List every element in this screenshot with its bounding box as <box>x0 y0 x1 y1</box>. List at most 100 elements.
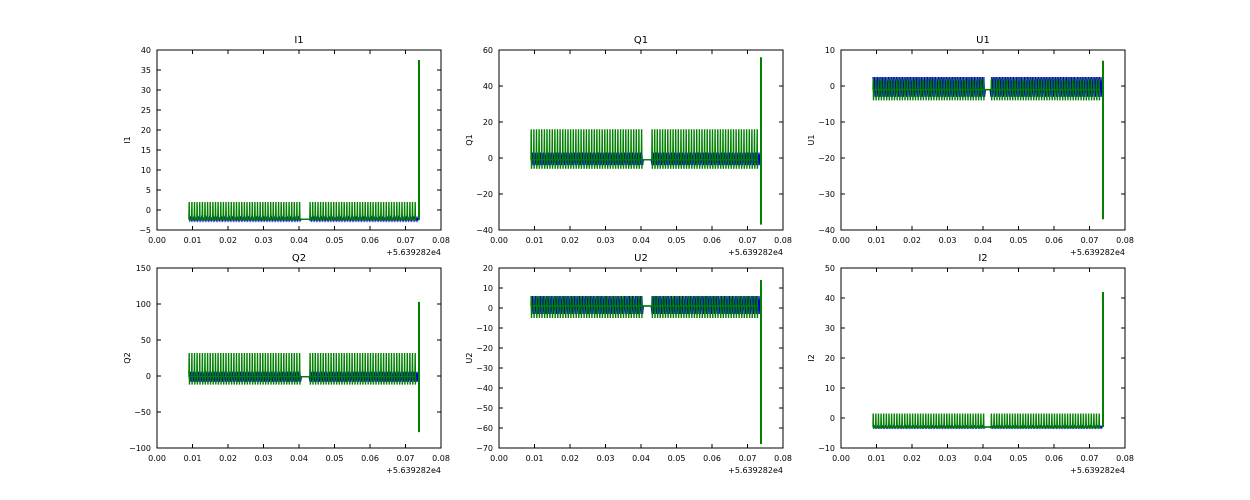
y-tick-label: 40 <box>825 294 835 303</box>
y-tick-label: 10 <box>483 284 493 293</box>
y-tick-label: −50 <box>134 408 151 417</box>
y-tick-label: 0 <box>488 154 493 163</box>
x-tick-label: 0.08 <box>774 236 792 245</box>
x-tick-label: 0.02 <box>561 236 579 245</box>
y-tick-label: 30 <box>825 324 835 333</box>
subplot-title: Q1 <box>634 35 648 46</box>
y-axis-label: Q1 <box>465 134 474 145</box>
y-tick-label: −40 <box>818 226 835 235</box>
plot-area <box>188 301 420 433</box>
subplot-title: I1 <box>294 35 303 46</box>
x-tick-label: 0.00 <box>490 236 508 245</box>
x-tick-label: 0.03 <box>597 454 615 463</box>
y-tick-label: 35 <box>141 66 151 75</box>
x-tick-label: 0.00 <box>832 236 850 245</box>
y-tick-label: 50 <box>141 336 151 345</box>
x-axis-offset: +5.639282e4 <box>386 248 441 257</box>
x-tick-label: 0.05 <box>1010 454 1028 463</box>
y-tick-label: 0 <box>146 372 151 381</box>
x-tick-label: 0.03 <box>939 236 957 245</box>
y-tick-label: 0 <box>830 414 835 423</box>
y-tick-label: −5 <box>139 226 151 235</box>
x-tick-label: 0.03 <box>255 454 273 463</box>
x-tick-label: 0.03 <box>597 236 615 245</box>
y-tick-label: −40 <box>476 384 493 393</box>
series-2-line <box>872 413 1101 429</box>
series-2-line <box>188 201 417 221</box>
x-tick-label: 0.05 <box>326 236 344 245</box>
x-tick-label: 0.04 <box>974 236 992 245</box>
series-2-line <box>872 78 1101 101</box>
y-tick-label: 50 <box>825 264 835 273</box>
y-tick-label: 20 <box>483 264 493 273</box>
plot-area <box>530 57 762 225</box>
x-tick-label: 0.02 <box>561 454 579 463</box>
x-tick-label: 0.02 <box>219 454 237 463</box>
y-tick-label: −10 <box>818 444 835 453</box>
x-tick-label: 0.07 <box>1081 236 1099 245</box>
x-tick-label: 0.08 <box>774 454 792 463</box>
plot-area <box>188 60 420 223</box>
x-tick-label: 0.07 <box>739 236 757 245</box>
plot-area <box>872 60 1104 220</box>
y-axis-label: U1 <box>807 135 816 146</box>
series-2-line <box>530 129 759 169</box>
y-tick-label: 30 <box>141 86 151 95</box>
subplot-i2: I2 I2 0.00 0.01 0.02 0.03 0.04 0.05 0.06 0.07 0.08… <box>807 253 1134 475</box>
x-tick-label: 0.01 <box>868 454 886 463</box>
x-axis-offset: +5.639282e4 <box>1070 466 1125 475</box>
y-tick-label: −40 <box>476 226 493 235</box>
x-tick-label: 0.00 <box>832 454 850 463</box>
x-tick-label: 0.04 <box>974 454 992 463</box>
x-tick-label: 0.06 <box>1045 454 1063 463</box>
x-tick-label: 0.08 <box>432 454 450 463</box>
plot-area <box>530 280 762 444</box>
y-tick-label: −30 <box>818 190 835 199</box>
y-tick-label: 0 <box>146 206 151 215</box>
x-tick-label: 0.03 <box>255 236 273 245</box>
y-tick-label: −70 <box>476 444 493 453</box>
subplot-u1: U1 U1 0.00 0.01 0.02 0.03 0.04 0.05 0.06 0.07 0.08… <box>807 35 1134 257</box>
x-tick-label: 0.05 <box>1010 236 1028 245</box>
x-tick-label: 0.06 <box>703 236 721 245</box>
y-tick-label: −20 <box>476 344 493 353</box>
x-tick-label: 0.02 <box>903 454 921 463</box>
series-2-line <box>188 352 417 385</box>
x-axis-offset: +5.639282e4 <box>728 248 783 257</box>
x-tick-label: 0.06 <box>361 454 379 463</box>
x-tick-label: 0.08 <box>1116 454 1134 463</box>
subplot-q2: Q2 Q2 0.00 0.01 0.02 0.03 0.04 0.05 0.06 0.07 0.08… <box>123 253 450 475</box>
y-tick-label: 20 <box>825 354 835 363</box>
y-tick-label: 60 <box>483 46 493 55</box>
y-tick-label: −100 <box>129 444 151 453</box>
y-tick-label: −20 <box>476 190 493 199</box>
x-axis-offset: +5.639282e4 <box>728 466 783 475</box>
x-tick-label: 0.01 <box>526 454 544 463</box>
x-tick-label: 0.03 <box>939 454 957 463</box>
subplot-title: Q2 <box>292 253 306 264</box>
y-tick-label: −60 <box>476 424 493 433</box>
y-axis-label: I2 <box>807 354 816 361</box>
x-tick-label: 0.04 <box>290 236 308 245</box>
x-axis-offset: +5.639282e4 <box>386 466 441 475</box>
y-tick-label: 150 <box>136 264 151 273</box>
y-tick-label: −20 <box>818 154 835 163</box>
series-2-line <box>530 295 759 319</box>
y-tick-label: 10 <box>825 384 835 393</box>
y-tick-label: 0 <box>830 82 835 91</box>
subplot-title: U2 <box>634 253 648 264</box>
x-tick-label: 0.08 <box>432 236 450 245</box>
y-tick-label: 20 <box>141 126 151 135</box>
subplot-i1: I1 I1 0.00 0.01 0.02 0.03 0.04 0.05 0.06 0.07 0.08… <box>123 35 450 257</box>
x-tick-label: 0.04 <box>632 236 650 245</box>
y-tick-label: 0 <box>488 304 493 313</box>
subplot-grid: I1 I1 0.00 0.01 0.02 0.03 0.04 0.05 0.06 0.07 0.08… <box>123 35 1134 475</box>
x-tick-label: 0.05 <box>668 454 686 463</box>
subplot-u2: U2 U2 0.00 0.01 0.02 0.03 0.04 0.05 0.06 0.07 0.08… <box>465 253 792 475</box>
x-tick-label: 0.07 <box>1081 454 1099 463</box>
subplot-title: U1 <box>976 35 990 46</box>
y-tick-label: −10 <box>818 118 835 127</box>
y-tick-label: 25 <box>141 106 151 115</box>
x-axis-offset: +5.639282e4 <box>1070 248 1125 257</box>
